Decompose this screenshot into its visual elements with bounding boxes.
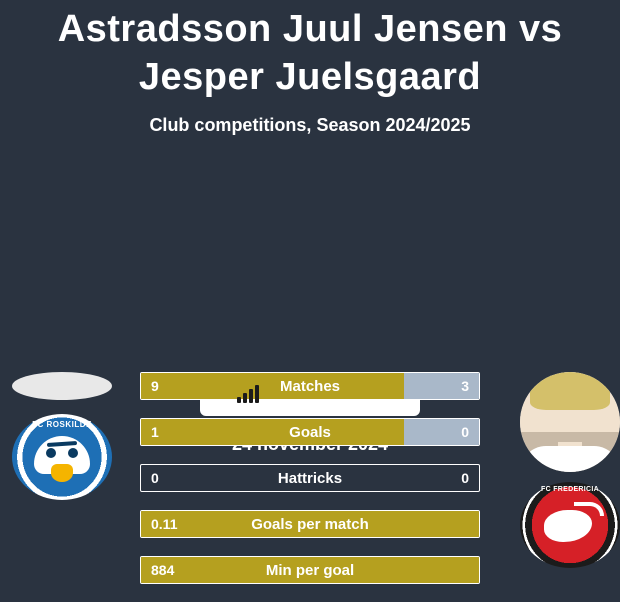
roskilde-badge-text: FC ROSKILDE bbox=[12, 420, 112, 429]
stat-bar-spacer bbox=[141, 465, 479, 491]
comparison-content: FC ROSKILDE FC FREDERICIA bbox=[0, 372, 620, 455]
stat-row: Hattricks00 bbox=[140, 464, 480, 492]
player2-avatar bbox=[520, 372, 620, 472]
stat-bar-left bbox=[141, 511, 479, 537]
stat-row: Goals10 bbox=[140, 418, 480, 446]
bar-chart-icon bbox=[237, 385, 259, 403]
stat-bar-left bbox=[141, 419, 404, 445]
stat-row: Goals per match0.11 bbox=[140, 510, 480, 538]
stat-bar-left bbox=[141, 373, 404, 399]
club-badge-roskilde: FC ROSKILDE bbox=[12, 414, 112, 500]
roskilde-owl-icon bbox=[34, 436, 90, 486]
stat-bar-left bbox=[141, 557, 479, 583]
fredericia-badge-text: FC FREDERICIA bbox=[520, 486, 620, 493]
right-column: FC FREDERICIA bbox=[520, 372, 620, 568]
left-column: FC ROSKILDE bbox=[12, 372, 112, 500]
player1-avatar-placeholder bbox=[12, 372, 112, 400]
fredericia-lion-icon bbox=[544, 504, 600, 550]
club-badge-fredericia: FC FREDERICIA bbox=[520, 482, 620, 568]
page-title: Astradsson Juul Jensen vs Jesper Juelsga… bbox=[0, 0, 620, 109]
stats-bars: Matches93 Goals10 Hattricks00 Goals per mat… bbox=[140, 372, 480, 602]
stat-bar-right bbox=[404, 373, 479, 399]
subtitle: Club competitions, Season 2024/2025 bbox=[0, 115, 620, 136]
stat-row: Matches93 bbox=[140, 372, 480, 400]
stat-bar-right bbox=[404, 419, 479, 445]
